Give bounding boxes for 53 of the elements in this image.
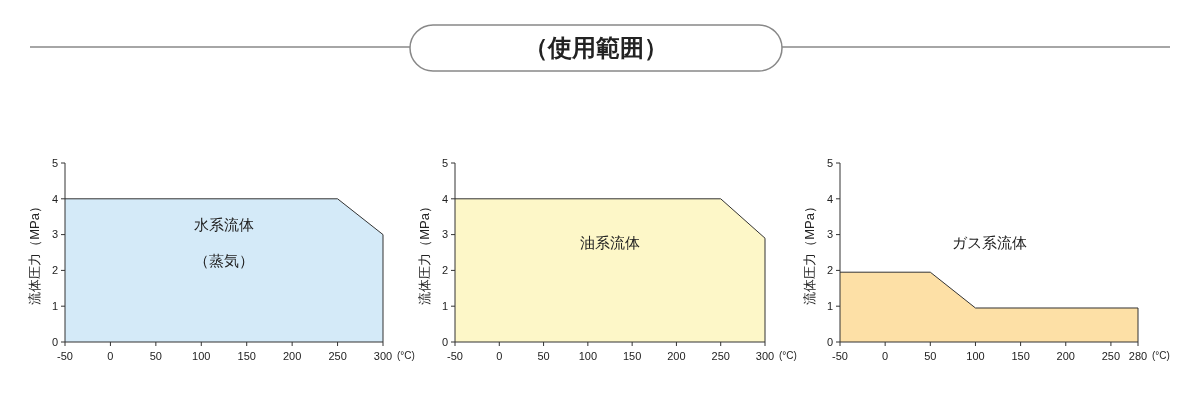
- y-tick-label: 0: [51, 335, 58, 348]
- x-tick-label: 0: [107, 350, 114, 362]
- annotation: 水系流体: [194, 215, 254, 233]
- y-tick-label: 4: [826, 192, 833, 205]
- y-tick-label: 5: [51, 156, 58, 169]
- y-axis-title: 流体圧力（MPa）: [417, 200, 432, 305]
- x-tick-label: 300: [755, 350, 775, 362]
- y-tick-label: 3: [826, 228, 833, 241]
- x-axis-title: (°C): [397, 350, 415, 361]
- x-tick-label: -50: [447, 350, 463, 362]
- x-tick-label: 0: [882, 350, 889, 362]
- annotation: ガス系流体: [951, 233, 1027, 251]
- x-tick-label: 50: [537, 350, 550, 362]
- annotation: （蒸気）: [194, 251, 254, 269]
- y-tick-label: 3: [441, 228, 448, 241]
- x-tick-label: 150: [1011, 350, 1030, 362]
- x-tick-label: 280: [1128, 350, 1148, 362]
- y-tick-label: 5: [441, 156, 448, 169]
- y-tick-label: 1: [51, 300, 58, 313]
- y-axis-title: 流体圧力（MPa）: [27, 200, 42, 305]
- x-tick-label: 250: [711, 350, 730, 362]
- y-tick-label: 0: [441, 335, 448, 348]
- x-tick-label: 100: [578, 350, 598, 362]
- y-tick-label: 2: [441, 264, 448, 277]
- x-tick-label: 50: [149, 350, 162, 362]
- y-tick-label: 2: [51, 264, 58, 277]
- x-tick-label: 250: [1101, 350, 1121, 362]
- x-tick-label: 300: [373, 350, 393, 362]
- y-tick-label: 4: [441, 192, 448, 205]
- x-axis-title: (°C): [779, 350, 797, 361]
- y-tick-label: 4: [51, 192, 58, 205]
- y-axis-title: 流体圧力（MPa）: [802, 200, 817, 305]
- x-tick-label: 200: [667, 350, 686, 362]
- x-tick-label: 100: [966, 350, 985, 362]
- y-tick-label: 1: [441, 300, 448, 313]
- y-tick-label: 1: [826, 300, 833, 313]
- x-tick-label: -50: [57, 350, 73, 362]
- y-tick-label: 0: [826, 335, 833, 348]
- x-tick-label: 150: [622, 350, 642, 362]
- x-axis-title: (°C): [1152, 350, 1170, 361]
- x-tick-label: 200: [1056, 350, 1075, 362]
- x-tick-label: 250: [328, 350, 347, 362]
- y-tick-label: 2: [826, 264, 833, 277]
- y-tick-label: 5: [826, 156, 833, 169]
- x-tick-label: 0: [496, 350, 503, 362]
- text: （使用範囲）: [524, 34, 668, 62]
- x-tick-label: 200: [282, 350, 302, 362]
- x-tick-label: 50: [924, 350, 937, 362]
- y-tick-label: 3: [51, 228, 58, 241]
- x-tick-label: -50: [832, 350, 848, 362]
- x-tick-label: 100: [192, 350, 211, 362]
- x-tick-label: 150: [237, 350, 256, 362]
- annotation: 油系流体: [580, 233, 640, 251]
